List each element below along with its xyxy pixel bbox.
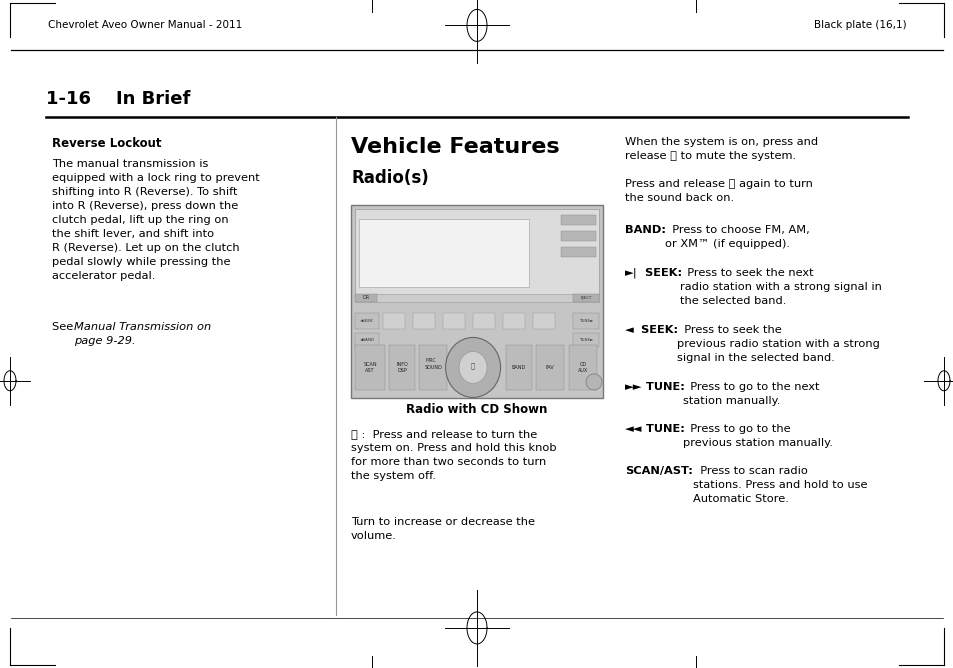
Text: SCAN
AST: SCAN AST [363, 362, 376, 373]
Text: When the system is on, press and
release Ⓧ to mute the system.: When the system is on, press and release… [624, 137, 817, 161]
FancyBboxPatch shape [560, 231, 596, 241]
Text: SEEK:: SEEK: [637, 325, 678, 335]
Text: Radio with CD Shown: Radio with CD Shown [406, 403, 547, 416]
Circle shape [585, 374, 601, 390]
FancyBboxPatch shape [573, 294, 598, 302]
FancyBboxPatch shape [573, 313, 598, 329]
Text: Turn to increase or decrease the
volume.: Turn to increase or decrease the volume. [351, 517, 535, 541]
FancyBboxPatch shape [560, 247, 596, 257]
FancyBboxPatch shape [533, 313, 555, 329]
Text: TUNE:: TUNE: [641, 424, 684, 434]
Text: TUNE:: TUNE: [641, 382, 684, 392]
FancyBboxPatch shape [418, 345, 447, 390]
Text: Reverse Lockout: Reverse Lockout [52, 137, 162, 150]
FancyBboxPatch shape [560, 215, 596, 225]
Ellipse shape [445, 337, 500, 397]
Text: Black plate (16,1): Black plate (16,1) [813, 21, 905, 30]
Text: Ⓧ :  Press and release to turn the
system on. Press and hold this knob
for more : Ⓧ : Press and release to turn the system… [351, 429, 557, 481]
FancyBboxPatch shape [358, 219, 529, 287]
Text: Press and release Ⓧ again to turn
the sound back on.: Press and release Ⓧ again to turn the so… [624, 179, 812, 203]
Text: See: See [52, 322, 77, 332]
Text: ◄SEEK: ◄SEEK [360, 319, 374, 323]
Text: Press to choose FM, AM,
or XM™ (if equipped).: Press to choose FM, AM, or XM™ (if equip… [664, 225, 809, 249]
FancyBboxPatch shape [355, 345, 385, 390]
FancyBboxPatch shape [536, 345, 563, 390]
Text: Radio(s): Radio(s) [351, 169, 428, 187]
Text: ◄◄: ◄◄ [624, 424, 641, 434]
FancyBboxPatch shape [383, 313, 405, 329]
Text: Press to go to the next
station manually.: Press to go to the next station manually… [682, 382, 819, 406]
Text: Press to scan radio
stations. Press and hold to use
Automatic Store.: Press to scan radio stations. Press and … [692, 466, 866, 504]
FancyBboxPatch shape [389, 345, 415, 390]
Text: Manual Transmission on
page 9-29.: Manual Transmission on page 9-29. [74, 322, 212, 346]
Ellipse shape [458, 351, 487, 383]
Text: The manual transmission is
equipped with a lock ring to prevent
shifting into R : The manual transmission is equipped with… [52, 159, 260, 281]
FancyBboxPatch shape [355, 294, 376, 302]
Text: SOUND: SOUND [424, 365, 441, 370]
Text: MRC: MRC [425, 359, 436, 363]
FancyBboxPatch shape [569, 345, 597, 390]
FancyBboxPatch shape [505, 345, 532, 390]
Text: ►►: ►► [624, 382, 641, 392]
Text: DR: DR [362, 295, 369, 301]
FancyBboxPatch shape [355, 294, 598, 302]
Text: 1-16    In Brief: 1-16 In Brief [46, 90, 190, 108]
FancyBboxPatch shape [413, 313, 435, 329]
FancyBboxPatch shape [473, 313, 495, 329]
FancyBboxPatch shape [355, 333, 378, 347]
Text: SEEK:: SEEK: [640, 268, 681, 278]
Text: ◄: ◄ [624, 325, 633, 335]
FancyBboxPatch shape [355, 209, 598, 295]
FancyBboxPatch shape [355, 313, 378, 329]
Text: SCAN/AST:: SCAN/AST: [624, 466, 692, 476]
Text: EJECT: EJECT [579, 296, 591, 300]
Text: BAND:: BAND: [624, 225, 665, 235]
FancyBboxPatch shape [351, 205, 602, 398]
Text: TUNE►: TUNE► [578, 319, 593, 323]
Text: Chevrolet Aveo Owner Manual - 2011: Chevrolet Aveo Owner Manual - 2011 [48, 21, 242, 30]
Text: ◄BAND: ◄BAND [359, 338, 375, 342]
Text: ⏻: ⏻ [471, 362, 475, 369]
Text: Press to seek the
previous radio station with a strong
signal in the selected ba: Press to seek the previous radio station… [677, 325, 879, 363]
Text: ►|: ►| [624, 268, 637, 279]
Text: CD
AUX: CD AUX [578, 362, 588, 373]
FancyBboxPatch shape [442, 313, 464, 329]
Text: INFO
DSP: INFO DSP [395, 362, 408, 373]
Text: Press to go to the
previous station manually.: Press to go to the previous station manu… [682, 424, 832, 448]
Text: TUNE►: TUNE► [578, 338, 593, 342]
FancyBboxPatch shape [502, 313, 524, 329]
Text: Vehicle Features: Vehicle Features [351, 137, 559, 157]
Text: Press to seek the next
radio station with a strong signal in
the selected band.: Press to seek the next radio station wit… [679, 268, 881, 306]
Text: FAV: FAV [545, 365, 554, 370]
FancyBboxPatch shape [573, 333, 598, 347]
Text: BAND: BAND [512, 365, 526, 370]
